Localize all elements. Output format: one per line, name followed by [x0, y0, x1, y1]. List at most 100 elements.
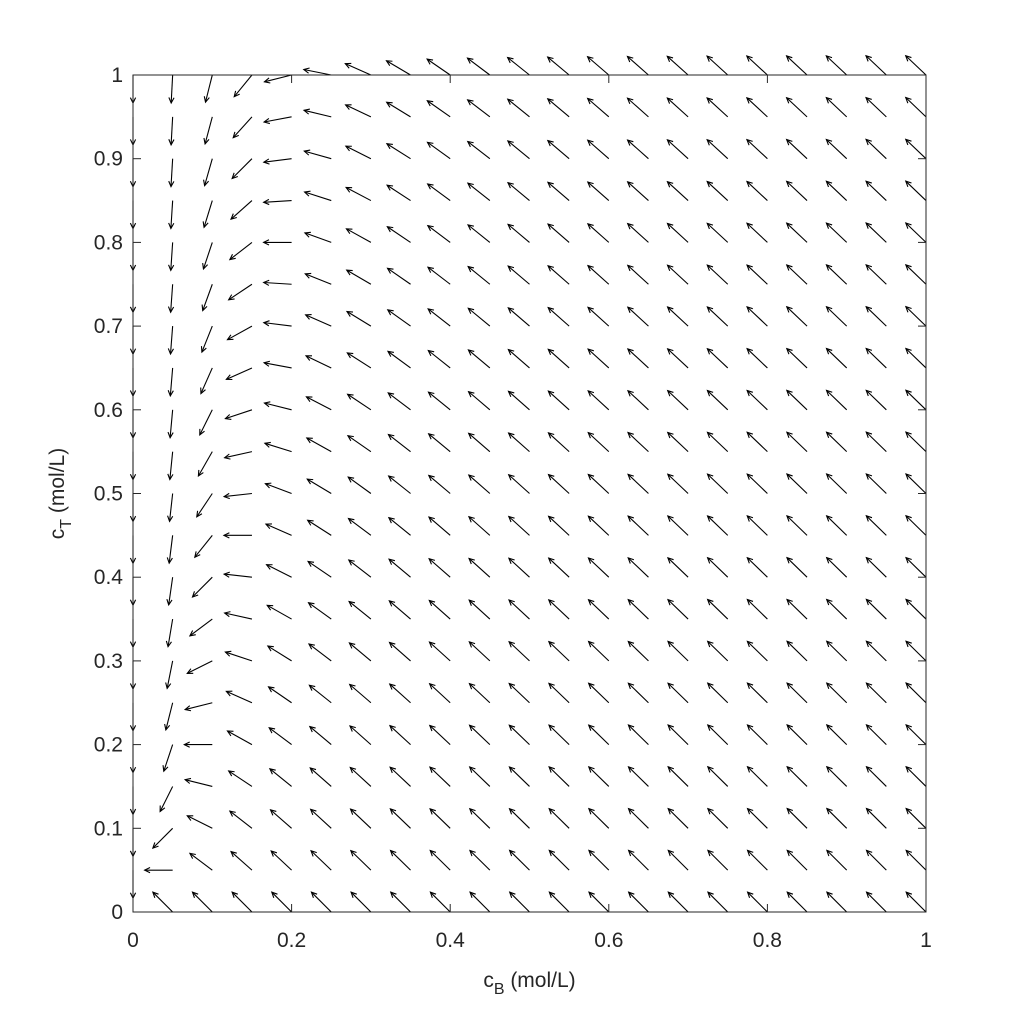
vector-arrow — [508, 891, 530, 913]
vector-arrow — [349, 766, 372, 787]
vector-arrow — [666, 389, 689, 411]
vector-arrow — [785, 389, 808, 411]
vector-arrow — [786, 556, 808, 578]
vector-arrow — [548, 849, 570, 871]
vector-arrow — [506, 98, 530, 118]
vector-arrow — [865, 264, 887, 285]
vector-arrow — [707, 891, 729, 913]
vector-arrow — [426, 141, 451, 160]
vector-arrow — [587, 557, 610, 578]
vector-arrow — [387, 433, 411, 453]
vector-arrow — [265, 564, 292, 578]
vector-arrow — [427, 432, 451, 453]
vector-arrow — [304, 314, 332, 327]
vector-arrow — [746, 515, 768, 536]
vector-arrow — [626, 264, 649, 285]
vector-arrow — [227, 770, 253, 787]
vector-arrow — [222, 492, 253, 500]
vector-arrow — [546, 97, 570, 118]
vector-arrow — [468, 599, 491, 620]
vector-arrow — [627, 849, 649, 871]
vector-arrow — [745, 138, 768, 160]
vector-arrow — [547, 598, 570, 620]
vector-arrow — [307, 643, 332, 662]
vector-arrow — [706, 765, 729, 787]
vector-arrow — [345, 186, 372, 202]
vector-arrow — [785, 264, 808, 285]
vector-arrow — [349, 808, 372, 829]
vector-arrow — [347, 517, 372, 536]
vector-arrow — [706, 682, 729, 704]
y-tick-label: 0 — [111, 901, 123, 924]
vector-arrow — [387, 475, 411, 494]
vector-arrow — [508, 724, 530, 745]
vector-arrow — [626, 55, 649, 76]
vector-arrow — [387, 392, 411, 411]
vector-arrow — [706, 138, 729, 160]
vector-arrow — [196, 493, 213, 518]
vector-arrow — [865, 724, 887, 745]
y-tick-label: 0.2 — [94, 734, 123, 757]
vector-arrow — [666, 515, 689, 536]
vector-arrow — [162, 744, 174, 773]
vector-arrow — [143, 867, 173, 874]
vector-arrow — [627, 891, 649, 913]
vector-arrow — [468, 557, 491, 578]
vector-arrow — [228, 810, 253, 829]
vector-arrow — [706, 724, 729, 745]
vector-arrow — [587, 306, 610, 327]
vector-arrow — [167, 367, 174, 398]
vector-arrow — [389, 808, 411, 829]
vector-arrow — [547, 306, 570, 327]
vector-arrow — [627, 557, 649, 578]
vector-arrow — [508, 766, 530, 787]
vector-arrow — [386, 267, 411, 285]
vector-arrow — [467, 265, 491, 285]
vector-arrow — [466, 182, 491, 201]
vector-arrow — [666, 556, 689, 578]
vector-arrow — [746, 891, 768, 913]
vector-arrow — [667, 724, 689, 745]
vector-arrow — [786, 724, 808, 745]
vector-arrow — [264, 523, 292, 536]
vector-arrow — [706, 347, 729, 369]
vector-arrow — [587, 807, 610, 829]
vector-arrow — [904, 389, 927, 411]
vector-arrow — [307, 601, 332, 620]
vector-arrow — [746, 473, 768, 494]
vector-arrow — [191, 891, 213, 913]
vector-arrow — [666, 431, 689, 453]
vector-arrow — [825, 765, 848, 787]
vector-arrow — [304, 272, 332, 285]
vector-arrow — [746, 264, 768, 285]
vector-arrow — [186, 815, 213, 829]
vector-arrow — [348, 642, 372, 662]
vector-arrow — [310, 849, 332, 871]
vector-arrow — [167, 284, 175, 314]
vector-arrow — [905, 849, 927, 871]
vector-arrow — [627, 807, 649, 829]
vector-arrow — [266, 645, 292, 662]
x-axis-label-unit: (mol/L) — [504, 969, 575, 992]
vector-arrow — [468, 641, 491, 662]
vector-arrow — [587, 348, 610, 369]
vector-arrow — [507, 473, 530, 494]
x-tick-label: 0.4 — [436, 929, 466, 952]
vector-arrow — [904, 138, 927, 160]
vector-arrow — [904, 305, 927, 327]
vector-arrow — [746, 222, 768, 243]
vector-arrow — [506, 56, 530, 76]
vector-arrow — [222, 532, 252, 539]
vector-arrow — [785, 347, 808, 369]
vector-arrow — [904, 96, 927, 118]
vector-arrow — [745, 96, 768, 118]
vector-arrow — [426, 224, 451, 243]
vector-arrow — [347, 559, 372, 578]
vector-arrow — [865, 180, 887, 201]
y-axis-tick-labels: 0 0.1 0.2 0.3 0.4 0.5 0.6 0.7 0.8 0.9 1 — [94, 64, 124, 924]
vector-arrow — [785, 96, 808, 118]
vector-arrow — [227, 283, 253, 301]
vector-arrow — [785, 305, 808, 327]
vector-arrow — [467, 432, 491, 453]
vector-arrow — [151, 891, 174, 913]
